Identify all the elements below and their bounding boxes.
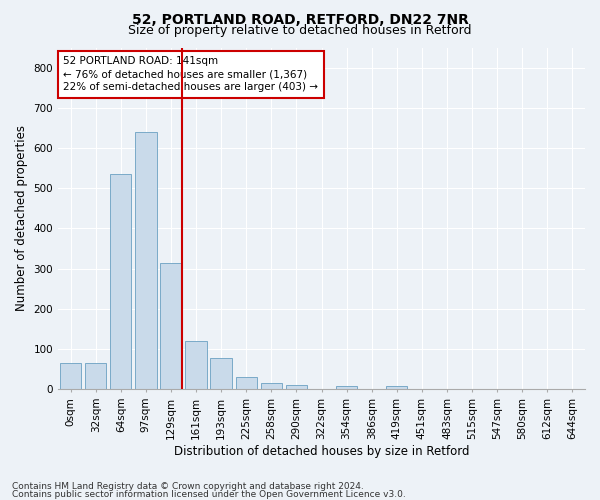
Bar: [185, 341, 207, 389]
Bar: [286, 385, 307, 389]
Bar: [85, 363, 106, 389]
Bar: [260, 383, 282, 389]
Y-axis label: Number of detached properties: Number of detached properties: [15, 126, 28, 312]
Text: Contains HM Land Registry data © Crown copyright and database right 2024.: Contains HM Land Registry data © Crown c…: [12, 482, 364, 491]
X-axis label: Distribution of detached houses by size in Retford: Distribution of detached houses by size …: [174, 444, 469, 458]
Bar: [160, 264, 182, 389]
Text: 52, PORTLAND ROAD, RETFORD, DN22 7NR: 52, PORTLAND ROAD, RETFORD, DN22 7NR: [131, 12, 469, 26]
Text: Contains public sector information licensed under the Open Government Licence v3: Contains public sector information licen…: [12, 490, 406, 499]
Text: 52 PORTLAND ROAD: 141sqm
← 76% of detached houses are smaller (1,367)
22% of sem: 52 PORTLAND ROAD: 141sqm ← 76% of detach…: [64, 56, 319, 92]
Bar: [110, 174, 131, 389]
Bar: [211, 358, 232, 389]
Bar: [386, 386, 407, 389]
Text: Size of property relative to detached houses in Retford: Size of property relative to detached ho…: [128, 24, 472, 37]
Bar: [236, 377, 257, 389]
Bar: [336, 386, 357, 389]
Bar: [135, 132, 157, 389]
Bar: [60, 363, 81, 389]
